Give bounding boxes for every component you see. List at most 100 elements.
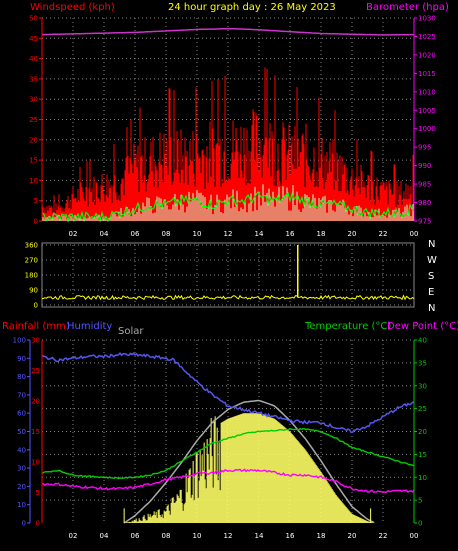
humidity-y-tick-label: 100 [13,337,26,345]
temp-humidity-panel: 0102030405060708090100051015202530051015… [13,337,427,541]
bottom-time-x-tick-label: 14 [255,532,264,540]
wind-y-tick-label: 15 [29,157,38,165]
direction-y-tick-label: 180 [25,272,38,280]
humidity-y-tick-label: 20 [17,483,26,491]
bottom-time-x-tick-label: 00 [410,532,419,540]
direction-ticks: 0 90 180 270 360 [25,242,38,310]
baro-y-tick-label: 1030 [418,15,436,23]
rain-y-tick-label: 0 [36,520,40,528]
wind-y-tick-label: 30 [29,96,38,104]
bottom-time-x-tick-label: 22 [379,532,388,540]
temp-y-tick-label: 35 [418,359,427,367]
rain-y-tick-label: 30 [31,337,40,345]
compass-s: S [428,271,434,282]
temp-y-tick-label: 15 [418,451,427,459]
bottom-time-x-tick-label: 20 [348,532,357,540]
humidity-y-tick-label: 30 [17,465,26,473]
direction-series [41,245,415,301]
dewpoint-axis-title: Dew Point (°C) [387,321,458,332]
wind-ticks: 0510152025303540455097598098599099510001… [29,15,436,239]
wind-y-tick-label: 0 [34,218,38,226]
humidity-line [41,352,415,434]
time-x-tick-label: 00 [410,230,419,238]
compass-labels: N W S E N [427,239,437,314]
rain-y-tick-label: 15 [31,428,40,436]
temp-y-tick-label: 0 [418,520,422,528]
baro-y-tick-label: 1015 [418,70,436,78]
humidity-y-tick-label: 0 [22,520,26,528]
solar-area [123,399,376,524]
time-x-tick-label: 08 [162,230,171,238]
bottom-time-x-tick-label: 18 [317,532,326,540]
wind-y-tick-label: 50 [29,15,38,23]
wind-series [41,27,415,223]
temp-ticks: 0102030405060708090100051015202530051015… [13,337,427,541]
time-x-tick-label: 06 [131,230,140,238]
humidity-axis-title: Humidity [67,321,112,332]
rain-y-tick-label: 25 [31,367,40,375]
time-x-tick-label: 18 [317,230,326,238]
baro-y-tick-label: 980 [418,199,431,207]
wind-gust-bars [42,67,414,221]
time-x-tick-label: 20 [348,230,357,238]
humidity-y-tick-label: 90 [17,355,26,363]
chart-title: 24 hour graph day : 26 May 2023 [168,2,336,13]
direction-y-tick-label: 270 [25,257,38,265]
time-x-tick-label: 12 [224,230,233,238]
barometer-axis-title: Barometer (hpa) [366,2,449,13]
humidity-y-tick-label: 70 [17,391,26,399]
baro-y-tick-label: 1025 [418,33,436,41]
humidity-y-tick-label: 60 [17,410,26,418]
direction-y-tick-label: 0 [34,302,38,310]
baro-y-tick-label: 1000 [418,125,436,133]
bottom-time-x-tick-label: 02 [69,532,78,540]
time-x-tick-label: 04 [100,230,109,238]
time-x-tick-label: 22 [379,230,388,238]
solar-max-curve [123,399,375,524]
temperature-axis-title: Temperature (°C) [304,321,391,332]
wind-y-tick-label: 5 [34,197,38,205]
wind-y-tick-label: 45 [29,35,38,43]
compass-n-bottom: N [428,303,435,314]
baro-y-tick-label: 975 [418,218,431,226]
humidity-y-tick-label: 50 [17,428,26,436]
temp-series [41,352,415,494]
direction-y-tick-label: 360 [25,242,38,250]
baro-y-tick-label: 1020 [418,51,436,59]
baro-y-tick-label: 1005 [418,107,436,115]
bottom-time-x-tick-label: 12 [224,532,233,540]
compass-e: E [428,287,434,298]
rainfall-axis-title: Rainfall (mm) [2,321,70,332]
rain-y-tick-label: 5 [36,489,40,497]
windspeed-axis-title: Windspeed (kph) [30,2,115,13]
bottom-time-x-tick-label: 04 [100,532,109,540]
wind-y-tick-label: 10 [29,177,38,185]
wind-y-tick-label: 40 [29,55,38,63]
baro-y-tick-label: 995 [418,144,431,152]
temp-y-tick-label: 40 [418,337,427,345]
compass-n-top: N [428,239,435,250]
bottom-time-x-tick-label: 08 [162,532,171,540]
baro-y-tick-label: 990 [418,162,431,170]
rain-y-tick-label: 20 [31,398,40,406]
wind-barometer-panel: 0510152025303540455097598098599099510001… [29,15,436,239]
temperature-line [41,427,415,480]
temp-y-tick-label: 30 [418,382,427,390]
rain-y-tick-label: 10 [31,459,40,467]
dewpoint-line [41,468,415,494]
time-x-tick-label: 02 [69,230,78,238]
direction-trace [41,294,415,301]
time-x-tick-label: 10 [193,230,202,238]
direction-y-tick-label: 90 [29,287,38,295]
temp-y-tick-label: 25 [418,405,427,413]
wind-direction-panel: 0 90 180 270 360 N W S E N [25,239,437,314]
temp-y-tick-label: 5 [418,497,422,505]
bottom-time-x-tick-label: 16 [286,532,295,540]
temp-y-tick-label: 20 [418,428,427,436]
temp-y-tick-label: 10 [418,474,427,482]
humidity-y-tick-label: 80 [17,373,26,381]
time-x-tick-label: 14 [255,230,264,238]
time-x-tick-label: 16 [286,230,295,238]
baro-y-tick-label: 1010 [418,88,436,96]
